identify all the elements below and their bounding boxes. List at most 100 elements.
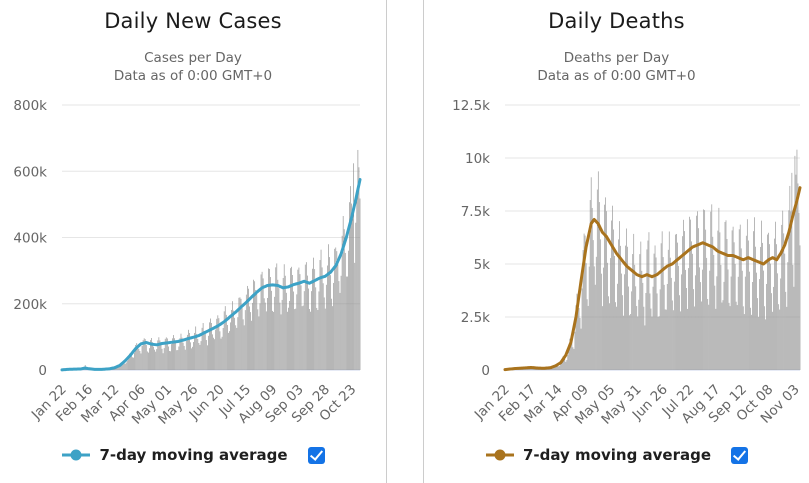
subtitle-line2: Data as of 0:00 GMT+0 <box>113 68 273 84</box>
daily-bar <box>355 222 357 370</box>
daily-bar <box>715 308 717 370</box>
daily-bar <box>672 310 674 370</box>
daily-bar <box>244 310 246 370</box>
daily-bar <box>238 297 240 370</box>
daily-bar <box>724 222 726 370</box>
daily-bar <box>588 266 590 370</box>
daily-bar <box>129 353 130 370</box>
daily-bars-series <box>61 149 361 370</box>
daily-bar <box>598 202 600 370</box>
daily-bar <box>561 359 563 370</box>
daily-bar <box>592 240 594 370</box>
daily-bar <box>696 215 697 370</box>
legend-checkbox-cases[interactable] <box>307 446 325 464</box>
daily-bar <box>674 234 676 370</box>
daily-bar <box>203 331 205 370</box>
daily-bar <box>198 342 200 370</box>
daily-bar <box>584 235 586 370</box>
daily-bar <box>708 304 710 370</box>
daily-bar <box>754 217 755 370</box>
daily-bar <box>335 247 337 370</box>
daily-bar <box>761 220 762 370</box>
daily-bar <box>671 300 673 370</box>
daily-bar <box>741 270 743 370</box>
daily-bar <box>172 338 173 370</box>
panel-divider-gap <box>387 0 423 483</box>
daily-bar <box>224 306 226 370</box>
daily-bar <box>117 367 119 370</box>
daily-bar <box>678 265 679 370</box>
daily-bar <box>604 204 605 370</box>
daily-bar <box>727 269 729 370</box>
daily-bar <box>290 268 291 370</box>
daily-bar <box>764 306 765 370</box>
daily-bar <box>331 298 332 370</box>
daily-bar <box>748 271 750 370</box>
daily-bar <box>343 229 345 370</box>
daily-bar <box>779 309 781 370</box>
daily-bar <box>789 185 791 370</box>
daily-bar <box>645 293 647 370</box>
daily-bar <box>792 264 794 370</box>
daily-bar <box>670 277 672 370</box>
daily-bar <box>760 246 761 370</box>
daily-bar <box>735 301 737 370</box>
daily-bar <box>557 365 559 370</box>
daily-bar <box>597 171 599 370</box>
daily-bar <box>746 219 748 370</box>
daily-bar <box>740 248 742 370</box>
daily-bar <box>192 346 193 370</box>
daily-bar <box>691 241 692 370</box>
daily-bar <box>208 335 209 370</box>
daily-bar <box>359 198 361 370</box>
daily-bar <box>687 308 688 370</box>
daily-bar <box>736 305 738 370</box>
daily-bar <box>239 297 241 370</box>
daily-bar <box>695 275 696 370</box>
daily-bar <box>795 174 797 370</box>
y-tick-label: 0 <box>481 363 490 379</box>
daily-bar <box>137 345 139 370</box>
daily-bar <box>681 274 682 370</box>
daily-bars-series <box>504 149 801 370</box>
daily-bar <box>325 284 327 370</box>
daily-bar <box>733 242 735 370</box>
daily-bar <box>717 230 719 370</box>
daily-bar <box>333 282 335 370</box>
daily-bar <box>289 300 290 370</box>
daily-bar <box>275 267 277 370</box>
daily-bar <box>284 275 286 370</box>
daily-bar <box>572 347 574 370</box>
daily-bar <box>657 316 659 370</box>
daily-bar <box>791 172 793 370</box>
daily-bar <box>664 309 666 370</box>
daily-bar <box>272 310 273 370</box>
daily-bar <box>793 286 795 370</box>
daily-bar <box>589 200 591 370</box>
daily-bar <box>790 211 792 370</box>
daily-bar <box>742 306 744 370</box>
daily-bar <box>623 315 624 370</box>
daily-bar <box>595 256 597 370</box>
daily-bar <box>299 274 301 370</box>
daily-bar <box>573 348 575 370</box>
daily-bar <box>562 356 564 370</box>
daily-bar <box>777 273 779 370</box>
daily-bar <box>263 298 265 370</box>
daily-bar <box>242 319 244 370</box>
daily-bar <box>261 271 263 370</box>
daily-bar <box>676 233 677 370</box>
daily-bar <box>765 319 766 370</box>
daily-bar <box>668 231 670 370</box>
y-tick-label: 800k <box>13 98 47 114</box>
daily-bar <box>258 316 260 370</box>
daily-bar <box>303 291 305 370</box>
daily-bar <box>149 348 150 370</box>
daily-bar <box>182 342 184 370</box>
daily-bar <box>605 197 606 370</box>
daily-bar <box>688 268 689 370</box>
daily-bar <box>762 242 763 370</box>
legend-checkbox-deaths[interactable] <box>731 446 749 464</box>
daily-bar <box>179 338 181 370</box>
daily-bar <box>666 283 668 370</box>
